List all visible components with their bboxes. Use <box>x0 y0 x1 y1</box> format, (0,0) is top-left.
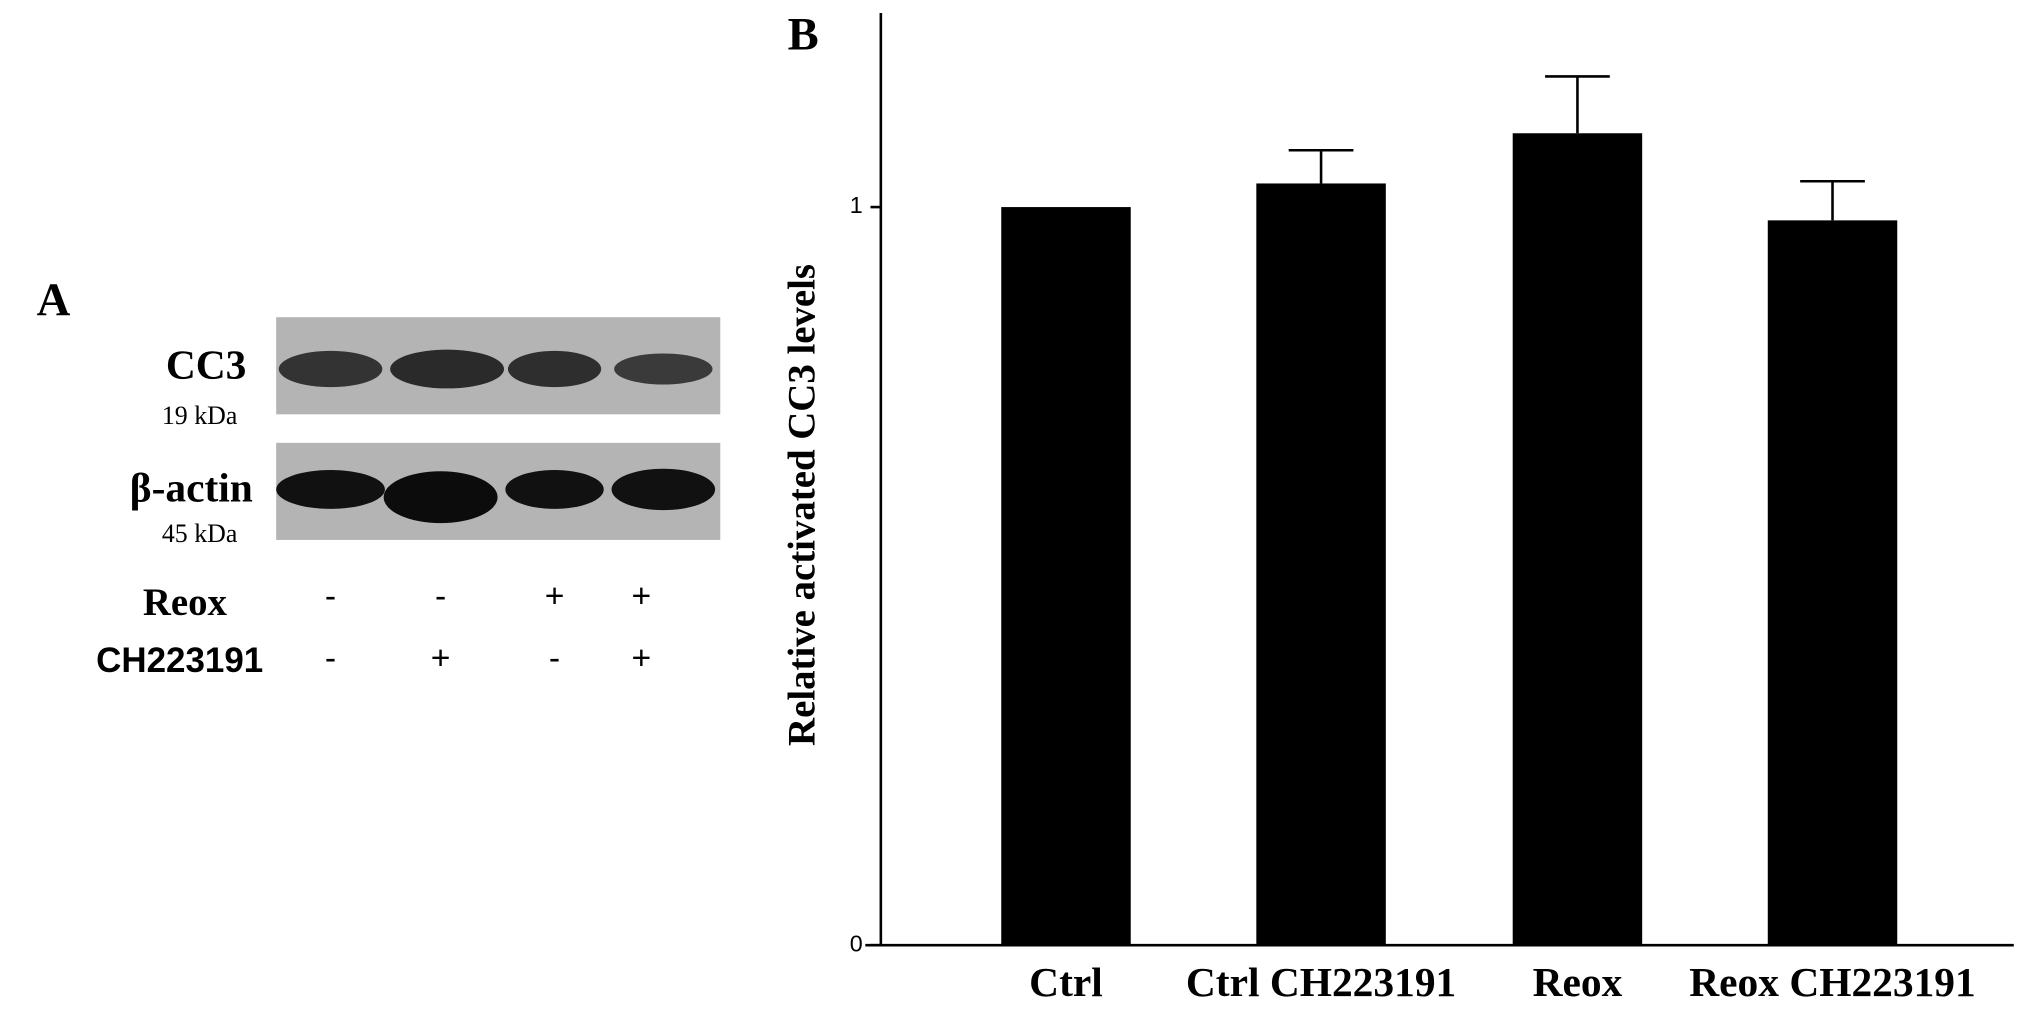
blot-image <box>276 317 721 540</box>
treatment-label: CH223191 <box>96 641 263 680</box>
treatment-label: Reox <box>143 581 228 624</box>
y-axis-label: Relative activated CC3 levels <box>781 264 824 746</box>
blot-size: 45 kDa <box>162 519 238 548</box>
x-tick-label: Ctrl <box>1029 959 1103 1005</box>
x-tick-label: Reox CH223191 <box>1689 959 1975 1005</box>
bar <box>1767 220 1898 946</box>
treatment-sign: + <box>431 640 451 677</box>
blot-label: β-actin <box>130 465 253 511</box>
blot-label: CC3 <box>166 342 247 388</box>
treatment-sign: + <box>631 640 651 677</box>
treatment-sign: - <box>549 640 560 677</box>
blot-size: 19 kDa <box>162 401 238 430</box>
bar <box>1001 207 1131 946</box>
panel-label: B <box>788 9 819 61</box>
bar <box>1256 183 1386 946</box>
treatment-sign: - <box>325 640 336 677</box>
y-tick-label: 0 <box>850 930 863 956</box>
treatment-sign: - <box>435 578 446 615</box>
treatment-sign: + <box>545 578 565 615</box>
treatment-sign: + <box>631 578 651 615</box>
x-tick-label: Ctrl CH223191 <box>1186 959 1456 1005</box>
y-tick-label: 1 <box>850 192 863 218</box>
bar <box>1512 133 1643 946</box>
x-tick-label: Reox <box>1533 959 1623 1005</box>
panel-label: A <box>37 274 71 326</box>
treatment-sign: - <box>325 578 336 615</box>
